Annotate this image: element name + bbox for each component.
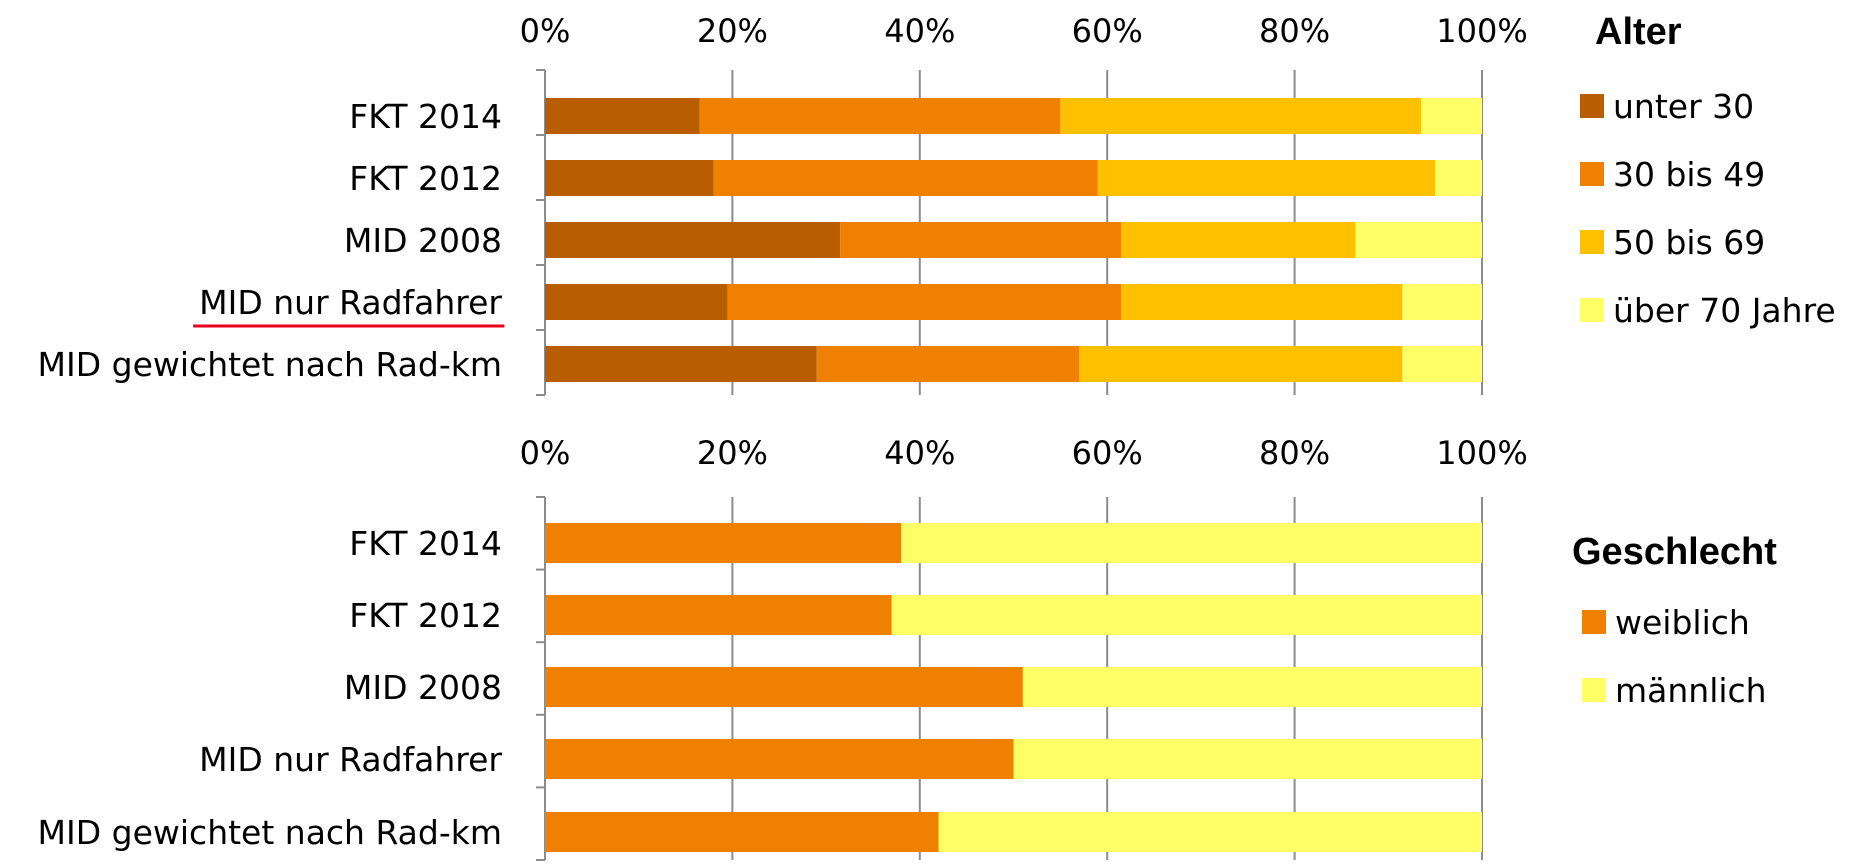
chart2-x-tick-label: 100% xyxy=(1436,434,1527,472)
chart1-legend-swatch xyxy=(1580,162,1604,186)
chart1-bar xyxy=(1060,98,1422,134)
chart2-legend-swatch xyxy=(1582,678,1606,702)
chart2-bar xyxy=(545,595,892,635)
chart1-bar xyxy=(1402,346,1482,382)
chart2-category-label: FKT 2012 xyxy=(349,596,502,635)
chart2-bar xyxy=(938,812,1482,852)
chart1-bar xyxy=(713,160,1098,196)
chart1-category-label: MID gewichtet nach Rad-km xyxy=(38,345,502,384)
chart2-bar xyxy=(545,812,939,852)
chart1-legend-title: Alter xyxy=(1595,11,1682,53)
chart2-legend-title: Geschlecht xyxy=(1572,531,1777,573)
chart2-category-label: MID 2008 xyxy=(344,668,502,707)
chart2-bar xyxy=(545,523,902,563)
chart2-x-tick-label: 0% xyxy=(520,434,571,472)
chart2-x-tick-label: 20% xyxy=(697,434,768,472)
chart1-bar xyxy=(1121,284,1403,320)
chart2-legend-label: männlich xyxy=(1615,671,1767,710)
chart1-bar xyxy=(545,160,714,196)
chart1-category-label: MID nur Radfahrer xyxy=(199,283,502,322)
chart2-bar xyxy=(1013,739,1482,779)
chart1-bar xyxy=(1421,98,1482,134)
chart1-category-label: MID 2008 xyxy=(344,221,502,260)
chart2-legend-swatch xyxy=(1582,610,1606,634)
chart1-legend-label: unter 30 xyxy=(1613,87,1754,126)
chart2-x-tick-label: 60% xyxy=(1072,434,1143,472)
chart1-legend-label: 50 bis 69 xyxy=(1613,223,1765,262)
chart2-x-tick-label: 40% xyxy=(884,434,955,472)
chart1-bar xyxy=(699,98,1061,134)
chart1-x-tick-label: 100% xyxy=(1436,12,1527,50)
chart1-x-tick-label: 60% xyxy=(1072,12,1143,50)
chart1-legend-swatch xyxy=(1580,230,1604,254)
chart1-bar xyxy=(1121,222,1356,258)
chart2-category-label: MID nur Radfahrer xyxy=(199,740,502,779)
chart2-bar xyxy=(901,523,1482,563)
chart2-x-tick-label: 80% xyxy=(1259,434,1330,472)
chart1-category-label: FKT 2014 xyxy=(349,97,502,136)
chart1-bar xyxy=(545,346,817,382)
chart1-bar xyxy=(545,98,700,134)
chart1-bar xyxy=(1079,346,1403,382)
chart1-x-tick-label: 20% xyxy=(697,12,768,50)
chart1-bar xyxy=(1097,160,1436,196)
chart1-x-tick-label: 80% xyxy=(1259,12,1330,50)
chart1-x-tick-label: 0% xyxy=(520,12,571,50)
chart2-bar xyxy=(545,739,1014,779)
chart2-legend-label: weiblich xyxy=(1615,603,1750,642)
chart2-category-label: FKT 2014 xyxy=(349,524,502,563)
chart1-bar xyxy=(545,222,841,258)
chart1-bar xyxy=(840,222,1122,258)
chart1-bar xyxy=(1435,160,1482,196)
chart1-bar xyxy=(1402,284,1482,320)
chart1-category-label: FKT 2012 xyxy=(349,159,502,198)
chart1-bar xyxy=(545,284,728,320)
chart1-legend-label: 30 bis 49 xyxy=(1613,155,1765,194)
chart1-legend-label: über 70 Jahre xyxy=(1613,291,1836,330)
chart2-bar xyxy=(545,667,1023,707)
chart1-bar xyxy=(1355,222,1482,258)
chart2-bar xyxy=(891,595,1482,635)
chart1-legend-swatch xyxy=(1580,94,1604,118)
chart1-x-tick-label: 40% xyxy=(884,12,955,50)
chart1-legend-swatch xyxy=(1580,298,1604,322)
chart2-category-label: MID gewichtet nach Rad-km xyxy=(38,813,502,852)
chart1-bar xyxy=(727,284,1122,320)
chart2-bar xyxy=(1022,667,1482,707)
chart1-bar xyxy=(816,346,1080,382)
